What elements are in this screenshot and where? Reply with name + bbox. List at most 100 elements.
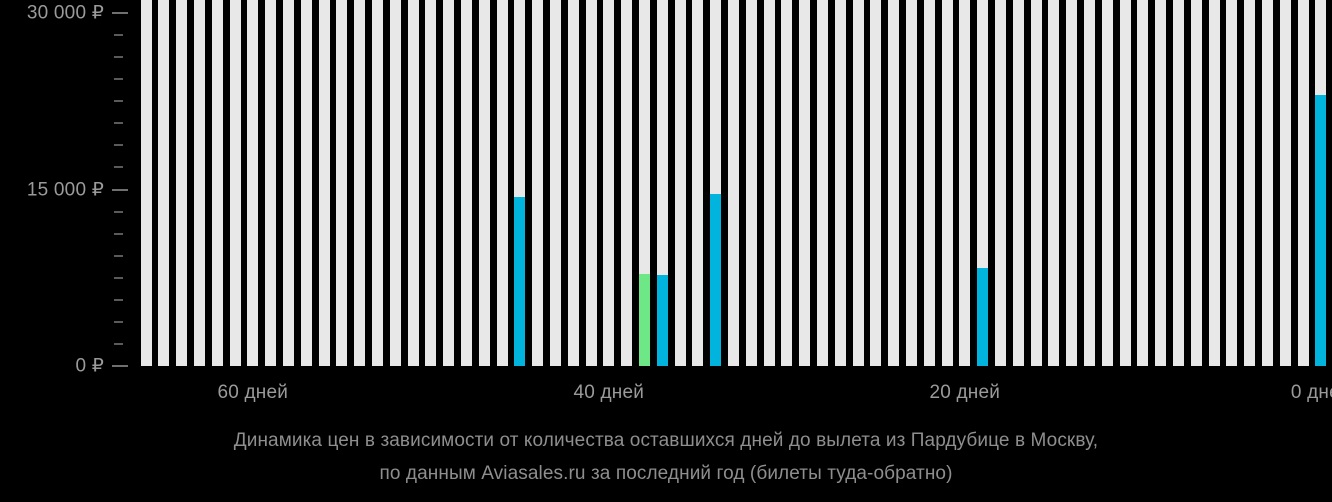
bar-value[interactable] <box>977 268 989 366</box>
y-axis-tick <box>114 254 123 257</box>
bar-slot[interactable] <box>638 0 650 366</box>
bar-slot[interactable] <box>994 0 1006 366</box>
bar-slot[interactable] <box>389 0 401 366</box>
bar-slot[interactable] <box>1315 0 1327 366</box>
bar-background <box>514 0 526 366</box>
bar-background <box>1297 0 1309 366</box>
bar-slot[interactable] <box>870 0 882 366</box>
bar-slot[interactable] <box>781 0 793 366</box>
bar-slot[interactable] <box>1155 0 1167 366</box>
bar-slot[interactable] <box>158 0 170 366</box>
bar-slot[interactable] <box>1048 0 1060 366</box>
bar-slot[interactable] <box>532 0 544 366</box>
bar-slot[interactable] <box>603 0 615 366</box>
bar-slot[interactable] <box>140 0 152 366</box>
bar-background <box>674 0 686 366</box>
bar-slot[interactable] <box>816 0 828 366</box>
bar-background <box>229 0 241 366</box>
bar-slot[interactable] <box>1012 0 1024 366</box>
bar-slot[interactable] <box>745 0 757 366</box>
bar-background <box>300 0 312 366</box>
bar-background <box>994 0 1006 366</box>
bar-slot[interactable] <box>193 0 205 366</box>
bar-slot[interactable] <box>727 0 739 366</box>
bar-background <box>1119 0 1131 366</box>
bar-slot[interactable] <box>1101 0 1113 366</box>
bar-slot[interactable] <box>1066 0 1078 366</box>
bar-slot[interactable] <box>852 0 864 366</box>
bar-slot[interactable] <box>567 0 579 366</box>
bar-background <box>371 0 383 366</box>
bar-background <box>354 0 366 366</box>
bar-slot[interactable] <box>229 0 241 366</box>
bar-slot[interactable] <box>923 0 935 366</box>
caption-line-2: по данным Aviasales.ru за последний год … <box>379 463 953 484</box>
bar-background <box>656 0 668 366</box>
bar-slot[interactable] <box>763 0 775 366</box>
bar-value[interactable] <box>514 196 526 366</box>
bar-slot[interactable] <box>1190 0 1202 366</box>
bar-slot[interactable] <box>354 0 366 366</box>
bar-slot[interactable] <box>1208 0 1220 366</box>
bar-slot[interactable] <box>1137 0 1149 366</box>
bar-slot[interactable] <box>1297 0 1309 366</box>
caption-line-1: Динамика цен в зависимости от количества… <box>233 430 1099 451</box>
bar-slot[interactable] <box>905 0 917 366</box>
bar-slot[interactable] <box>834 0 846 366</box>
bar-slot[interactable] <box>247 0 259 366</box>
bar-slot[interactable] <box>318 0 330 366</box>
bar-value[interactable] <box>710 194 722 366</box>
bar-slot[interactable] <box>300 0 312 366</box>
bar-slot[interactable] <box>496 0 508 366</box>
y-axis-tick <box>114 166 123 169</box>
bar-value[interactable] <box>638 274 650 366</box>
bar-value[interactable] <box>1315 95 1327 366</box>
bar-slot[interactable] <box>514 0 526 366</box>
bar-background <box>923 0 935 366</box>
bar-background <box>941 0 953 366</box>
bar-slot[interactable] <box>1119 0 1131 366</box>
bar-slot[interactable] <box>1279 0 1291 366</box>
x-axis-tick-label: 0 дней <box>1290 382 1332 403</box>
bar-slot[interactable] <box>176 0 188 366</box>
bar-slot[interactable] <box>265 0 277 366</box>
bar-slot[interactable] <box>674 0 686 366</box>
bar-slot[interactable] <box>1083 0 1095 366</box>
bar-slot[interactable] <box>1226 0 1238 366</box>
bar-slot[interactable] <box>443 0 455 366</box>
bar-slot[interactable] <box>799 0 811 366</box>
bar-slot[interactable] <box>888 0 900 366</box>
bar-background <box>193 0 205 366</box>
bar-slot[interactable] <box>959 0 971 366</box>
bar-background <box>496 0 508 366</box>
bar-background <box>1172 0 1184 366</box>
bar-background <box>1083 0 1095 366</box>
bar-background <box>265 0 277 366</box>
bar-slot[interactable] <box>460 0 472 366</box>
bar-slot[interactable] <box>549 0 561 366</box>
bar-slot[interactable] <box>211 0 223 366</box>
bar-slot[interactable] <box>1244 0 1256 366</box>
bar-slot[interactable] <box>710 0 722 366</box>
bar-slot[interactable] <box>656 0 668 366</box>
bar-slot[interactable] <box>941 0 953 366</box>
bar-slot[interactable] <box>478 0 490 366</box>
y-axis-tick <box>114 122 123 125</box>
bar-background <box>621 0 633 366</box>
bar-slot[interactable] <box>621 0 633 366</box>
bar-slot[interactable] <box>1030 0 1042 366</box>
bar-slot[interactable] <box>1172 0 1184 366</box>
bar-slot[interactable] <box>977 0 989 366</box>
bar-slot[interactable] <box>407 0 419 366</box>
bar-slot[interactable] <box>425 0 437 366</box>
bar-slot[interactable] <box>1261 0 1273 366</box>
bar-slot[interactable] <box>692 0 704 366</box>
bar-value[interactable] <box>656 275 668 366</box>
bar-slot[interactable] <box>371 0 383 366</box>
bar-background <box>478 0 490 366</box>
bar-slot[interactable] <box>282 0 294 366</box>
bar-slot[interactable] <box>585 0 597 366</box>
bar-slot[interactable] <box>336 0 348 366</box>
bar-background <box>1226 0 1238 366</box>
